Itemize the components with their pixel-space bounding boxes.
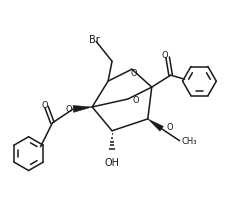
Text: O: O	[161, 50, 168, 60]
Text: O: O	[41, 101, 48, 110]
Text: O: O	[131, 68, 137, 77]
Polygon shape	[73, 106, 92, 113]
Polygon shape	[148, 119, 163, 132]
Text: CH₃: CH₃	[182, 137, 197, 145]
Text: OH: OH	[105, 157, 120, 167]
Text: O: O	[167, 123, 173, 132]
Text: Br: Br	[89, 35, 99, 45]
Text: O: O	[132, 95, 139, 104]
Text: O: O	[65, 105, 72, 114]
